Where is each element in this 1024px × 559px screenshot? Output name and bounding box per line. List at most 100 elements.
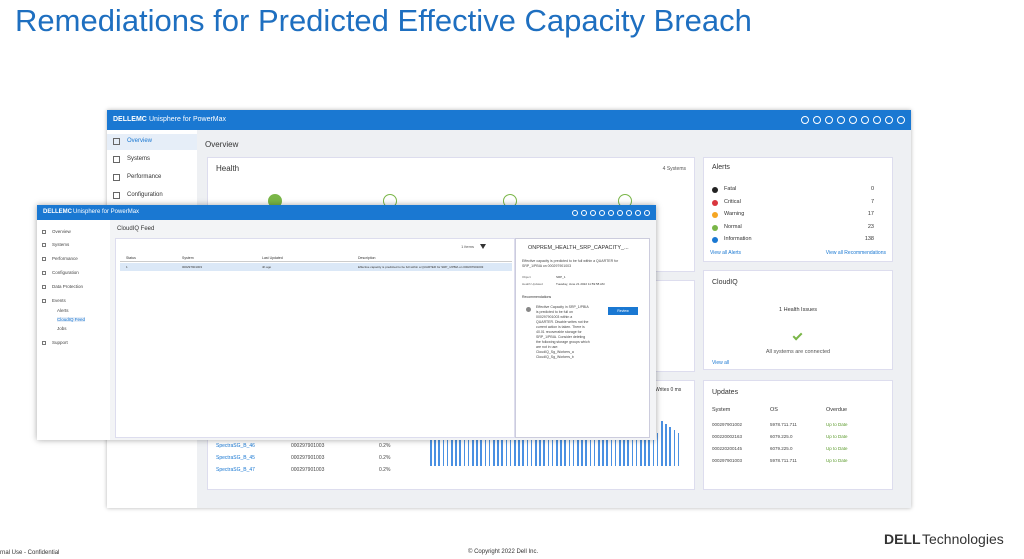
header-icon[interactable] bbox=[837, 116, 845, 124]
nav-label[interactable]: Configuration bbox=[52, 270, 79, 275]
header-icon[interactable] bbox=[849, 116, 857, 124]
header-icon[interactable] bbox=[635, 209, 641, 216]
header-icon[interactable] bbox=[599, 209, 605, 216]
brand: DELLEMC bbox=[43, 208, 72, 215]
nav-icon bbox=[42, 341, 46, 345]
nav-label[interactable]: Data Protection bbox=[52, 284, 84, 289]
sg-cell: 0.2% bbox=[379, 443, 391, 449]
update-cell: 5978.711.711 bbox=[770, 458, 797, 463]
field-label: Health Updated bbox=[522, 282, 543, 286]
chart-bar bbox=[514, 421, 516, 466]
chart-bar bbox=[446, 433, 449, 466]
chart-bar bbox=[606, 427, 608, 466]
header-icon[interactable] bbox=[813, 116, 821, 124]
sg-cell: 000297901003 bbox=[291, 467, 325, 473]
nav-icon bbox=[42, 299, 46, 303]
alert-icon bbox=[712, 212, 718, 218]
chart-bar bbox=[480, 427, 482, 466]
chart-bar bbox=[430, 421, 432, 466]
link[interactable]: View all Alerts bbox=[710, 250, 742, 256]
nav-label[interactable]: Systems bbox=[52, 242, 70, 247]
chart-bar bbox=[602, 424, 604, 466]
chart-bar bbox=[560, 424, 562, 466]
slide-title: Remediations for Predicted Effective Cap… bbox=[15, 3, 752, 38]
chart-bar bbox=[543, 427, 545, 466]
chart-bar bbox=[635, 433, 638, 466]
card: Updates System OS Overdue 000297901002 5978.7… bbox=[703, 380, 893, 490]
alert-icon bbox=[712, 224, 718, 231]
alert-icon bbox=[712, 237, 718, 243]
table-card: 1 items Status System Last Updated Descripti… bbox=[115, 238, 515, 438]
update-cell: Up to Date bbox=[826, 434, 848, 439]
chart-bar bbox=[547, 430, 550, 466]
header-icon[interactable] bbox=[825, 116, 833, 124]
chart-bar bbox=[484, 430, 487, 466]
chart-bar bbox=[568, 430, 571, 466]
header-icon[interactable] bbox=[801, 116, 809, 124]
sidebar: Overview Systems Performance Configuration D… bbox=[37, 220, 110, 440]
nav-item[interactable]: Configuration bbox=[107, 188, 197, 204]
update-cell: 5978.711.711 bbox=[770, 422, 797, 427]
nav-label[interactable]: Support bbox=[52, 340, 68, 345]
row-cell: 000297901003 bbox=[182, 265, 203, 269]
nav-icon bbox=[42, 257, 46, 261]
update-cell: 000220200145 bbox=[712, 446, 743, 451]
header-icon[interactable] bbox=[590, 209, 596, 216]
header-icon[interactable] bbox=[581, 209, 587, 216]
link[interactable]: View all bbox=[712, 360, 730, 366]
review-button[interactable]: Review bbox=[608, 307, 638, 315]
field-value: SRP_1 bbox=[556, 275, 566, 279]
filter-icon[interactable] bbox=[480, 244, 486, 249]
chart-bar bbox=[526, 430, 529, 466]
chart-bar bbox=[530, 433, 533, 466]
header-icon[interactable] bbox=[617, 209, 623, 216]
chart-bar bbox=[644, 424, 646, 466]
header-icon[interactable] bbox=[572, 209, 578, 216]
nav-label[interactable]: Overview bbox=[52, 229, 71, 234]
alert-label: Normal bbox=[724, 223, 742, 230]
link[interactable]: View all Recommendations bbox=[825, 250, 886, 256]
alert-count: 23 bbox=[867, 223, 874, 230]
chart-bar bbox=[623, 424, 625, 466]
nav-item[interactable]: Systems bbox=[107, 152, 197, 168]
nav-label[interactable]: Alerts bbox=[57, 308, 69, 313]
chart-bar bbox=[652, 430, 655, 466]
header-icon[interactable] bbox=[897, 116, 905, 124]
chart-bar bbox=[522, 427, 524, 466]
chart-bar bbox=[476, 424, 478, 466]
chart-bar bbox=[505, 430, 508, 466]
chart-bar bbox=[572, 433, 575, 466]
nav-label[interactable]: CloudIQ Feed bbox=[57, 317, 86, 322]
header-icon[interactable] bbox=[644, 209, 650, 216]
sg-cell[interactable]: SpectraSG_B_46 bbox=[216, 443, 255, 449]
header-icon[interactable] bbox=[873, 116, 881, 124]
header-icon[interactable] bbox=[885, 116, 893, 124]
nav-item[interactable]: Overview bbox=[107, 134, 197, 150]
sg-cell: 000297901003 bbox=[291, 455, 325, 461]
header-icon[interactable] bbox=[626, 209, 632, 216]
card-title: CloudIQ bbox=[712, 279, 738, 286]
sg-cell[interactable]: SpectraSG_B_45 bbox=[216, 455, 255, 461]
update-cell: 000220002163 bbox=[712, 434, 743, 439]
card: Alerts Fatal 0 Critical 7 Warning 17 Normal 23 In… bbox=[703, 157, 893, 262]
nav-item[interactable]: Performance bbox=[107, 170, 197, 186]
nav-label[interactable]: Events bbox=[52, 298, 66, 303]
nav-label[interactable]: Performance bbox=[52, 256, 78, 261]
sg-cell[interactable]: SpectraSG_B_47 bbox=[216, 467, 255, 473]
selected-row[interactable] bbox=[120, 263, 512, 271]
sg-cell: 0.2% bbox=[379, 455, 391, 461]
column-header: OS bbox=[770, 407, 778, 413]
chart-bar bbox=[493, 421, 495, 466]
check-icon bbox=[792, 330, 803, 341]
sg-cell: 000297901003 bbox=[291, 443, 325, 449]
header-icon[interactable] bbox=[608, 209, 614, 216]
column-header: Last Updated bbox=[262, 256, 283, 260]
alert-icon bbox=[712, 187, 718, 193]
nav-label[interactable]: Jobs bbox=[57, 326, 67, 331]
chart-bar bbox=[556, 421, 558, 466]
chart-bar bbox=[438, 427, 440, 466]
chart-bar bbox=[598, 421, 600, 466]
update-cell: Up to Date bbox=[826, 422, 848, 427]
chart-label: Writes 0 ms bbox=[655, 387, 682, 393]
header-icon[interactable] bbox=[861, 116, 869, 124]
